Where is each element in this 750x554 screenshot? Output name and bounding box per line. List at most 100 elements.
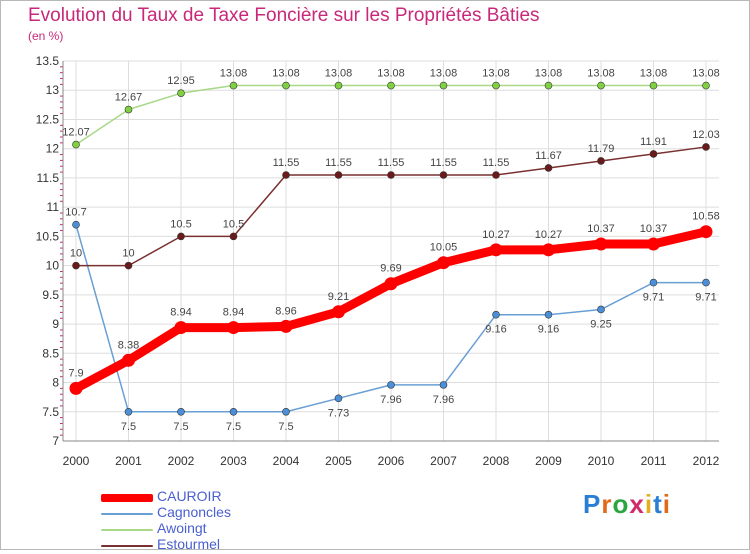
- legend-swatch: [101, 529, 153, 531]
- chart-title: Evolution du Taux de Taxe Foncière sur l…: [28, 5, 540, 26]
- data-point: [282, 407, 290, 416]
- data-label: 9.25: [590, 318, 611, 330]
- brand-letter: t: [653, 489, 663, 519]
- data-label: 8.94: [223, 307, 244, 319]
- data-label: 10: [70, 248, 82, 260]
- brand-letter: i: [662, 489, 671, 519]
- data-point: [647, 237, 660, 251]
- data-point: [72, 220, 80, 229]
- data-label: 13.08: [482, 68, 510, 80]
- data-label: 9.21: [328, 291, 349, 303]
- brand-letter: r: [601, 489, 613, 519]
- y-tick-label: 8: [52, 376, 59, 390]
- brand-letter: o: [612, 489, 630, 519]
- data-point: [334, 171, 343, 179]
- data-point: [597, 81, 605, 90]
- data-label: 11.55: [378, 157, 405, 169]
- data-point: [542, 243, 555, 257]
- data-label: 10.58: [692, 211, 720, 223]
- data-point: [489, 243, 503, 257]
- data-point: [439, 381, 448, 389]
- x-tick-label: 2006: [378, 454, 405, 468]
- legend-label: Estourmel: [157, 536, 221, 552]
- y-tick-label: 10.5: [36, 229, 60, 243]
- data-point: [174, 321, 188, 335]
- y-tick-label: 8.5: [42, 346, 59, 360]
- data-label: 13.08: [377, 68, 405, 80]
- brand-letter: P: [583, 489, 602, 519]
- data-label: 10.5: [170, 218, 191, 230]
- data-point: [649, 150, 658, 158]
- data-label: 7.5: [226, 421, 241, 433]
- data-label: 11.55: [483, 157, 510, 169]
- data-point: [69, 381, 83, 395]
- x-tick-label: 2012: [693, 454, 720, 468]
- x-tick-label: 2007: [430, 454, 457, 468]
- data-label: 9.69: [380, 263, 401, 275]
- data-point: [124, 407, 133, 416]
- data-label: 10: [122, 248, 134, 260]
- x-tick-label: 2005: [325, 454, 352, 468]
- data-label: 9.71: [643, 292, 664, 304]
- data-point: [649, 278, 658, 287]
- data-label: 13.08: [272, 68, 300, 80]
- y-tick-label: 13: [46, 83, 60, 97]
- y-tick-label: 9.5: [42, 288, 59, 302]
- legend-label: CAUROIR: [157, 488, 222, 504]
- data-point: [492, 171, 500, 179]
- data-label: 7.96: [380, 394, 401, 406]
- data-label: 11.55: [273, 157, 300, 169]
- brand-logo: Proxiti: [583, 489, 671, 520]
- data-label: 13.08: [430, 68, 458, 80]
- data-point: [492, 81, 500, 90]
- data-label: 11.55: [430, 157, 457, 169]
- data-label: 12.95: [167, 75, 195, 87]
- y-tick-label: 7: [52, 434, 59, 448]
- data-point: [439, 171, 448, 179]
- y-tick-label: 13.5: [36, 54, 60, 68]
- y-tick-label: 12.5: [36, 112, 60, 126]
- brand-letter: x: [629, 489, 645, 519]
- data-label: 12.67: [115, 92, 143, 104]
- data-label: 13.08: [535, 68, 563, 80]
- data-label: 13.08: [325, 68, 353, 80]
- legend-swatch: [101, 545, 153, 547]
- data-point: [72, 140, 80, 149]
- data-label: 8.38: [118, 339, 139, 351]
- data-label: 8.96: [275, 305, 296, 317]
- data-point: [702, 143, 710, 151]
- data-label: 12.03: [692, 129, 720, 141]
- data-point: [594, 237, 608, 251]
- data-point: [492, 310, 500, 319]
- data-label: 10.05: [430, 242, 458, 254]
- data-point: [597, 157, 605, 165]
- legend-label: Cagnoncles: [157, 504, 231, 520]
- data-point: [332, 305, 345, 319]
- x-tick-label: 2009: [535, 454, 562, 468]
- y-tick-label: 10: [46, 259, 60, 273]
- data-point: [387, 171, 395, 179]
- data-label: 9.71: [695, 292, 716, 304]
- data-point: [597, 305, 605, 314]
- data-point: [437, 256, 450, 270]
- data-point: [227, 321, 240, 335]
- data-label: 13.08: [587, 68, 615, 80]
- data-label: 10.37: [587, 223, 615, 235]
- data-label: 13.08: [692, 68, 720, 80]
- data-label: 7.5: [121, 421, 136, 433]
- chart-subtitle: (en %): [28, 29, 64, 43]
- data-point: [229, 81, 238, 90]
- data-point: [649, 81, 658, 90]
- x-tick-label: 2004: [273, 454, 300, 468]
- x-tick-label: 2008: [483, 454, 510, 468]
- data-label: 11.55: [325, 157, 352, 169]
- data-label: 11.91: [640, 136, 667, 148]
- data-point: [439, 81, 448, 90]
- x-tick-label: 2000: [63, 454, 90, 468]
- data-point: [702, 81, 710, 90]
- data-point: [72, 261, 80, 270]
- data-point: [229, 232, 238, 241]
- data-point: [544, 164, 553, 172]
- data-point: [282, 171, 290, 179]
